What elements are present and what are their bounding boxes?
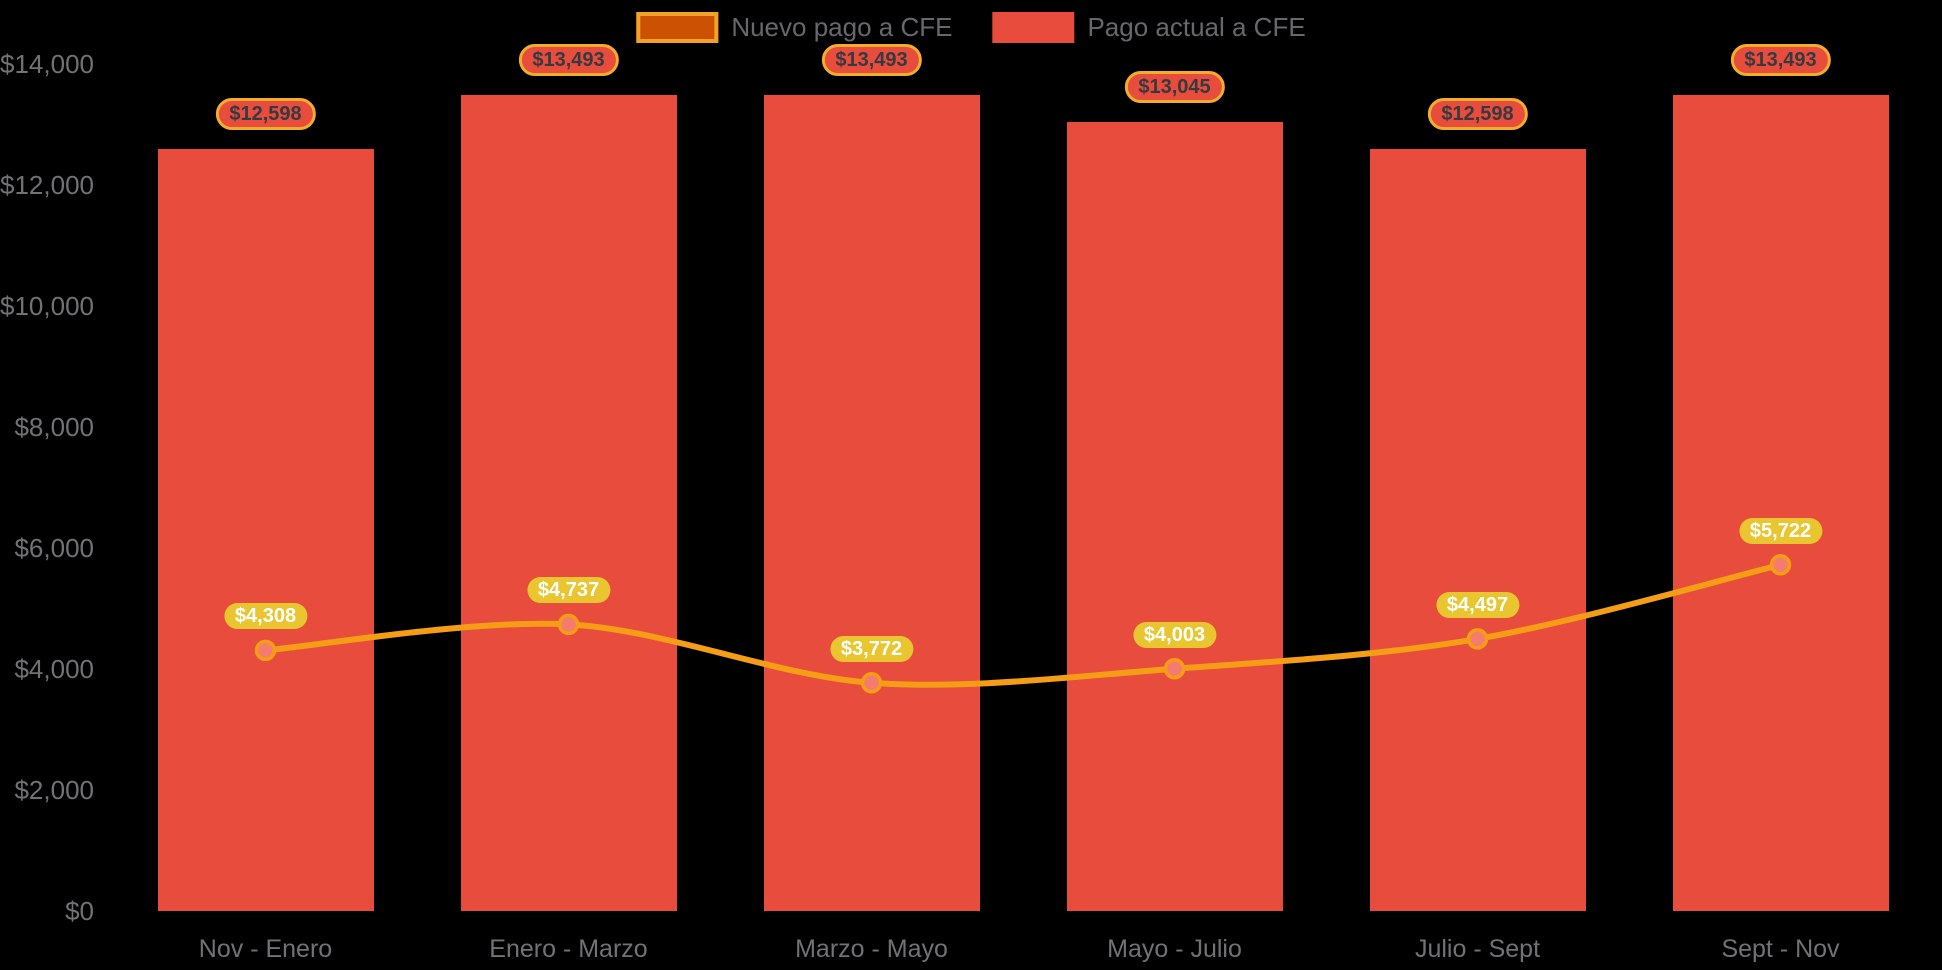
bar-value-badge: $13,493 (821, 43, 922, 76)
x-axis-label: Mayo - Julio (1107, 935, 1242, 963)
line-value-badge: $3,772 (829, 635, 914, 662)
bar-value-badge: $13,045 (1124, 70, 1225, 103)
legend-label-pago-actual: Pago actual a CFE (1087, 12, 1306, 42)
x-axis-label: Julio - Sept (1414, 935, 1541, 963)
line-value-badge: $4,497 (1435, 591, 1520, 618)
bar-pago-actual (1066, 121, 1283, 911)
legend-item-nuevo-pago[interactable]: Nuevo pago a CFE (636, 12, 952, 43)
bar-value-badge: $13,493 (518, 43, 619, 76)
bar-pago-actual (157, 148, 374, 911)
y-axis-label: $14,000 (0, 49, 94, 79)
y-axis-label: $8,000 (14, 412, 94, 442)
y-axis-label: $4,000 (14, 654, 94, 684)
bar-pago-actual (1672, 94, 1889, 911)
line-value-badge: $5,722 (1738, 517, 1823, 544)
bar-pago-actual (460, 94, 677, 911)
x-axis-label: Nov - Enero (198, 935, 333, 963)
line-value-badge: $4,003 (1132, 621, 1217, 648)
line-data-point (1163, 658, 1186, 680)
x-axis-label: Marzo - Mayo (795, 935, 948, 963)
bar-value-badge: $13,493 (1730, 43, 1831, 76)
bar-pago-actual (763, 94, 980, 911)
nuevo-pago-legend-swatch (636, 12, 719, 43)
y-axis-label: $0 (65, 896, 94, 926)
line-data-point (1466, 628, 1489, 650)
pago-actual-legend-swatch (992, 12, 1075, 43)
x-axis-label: Sept - Nov (1721, 935, 1840, 963)
y-axis-label: $10,000 (0, 291, 94, 321)
nuevo-pago-line (265, 561, 1782, 688)
chart-legend: Nuevo pago a CFE Pago actual a CFE (636, 12, 1306, 43)
bar-value-badge: $12,598 (1427, 97, 1528, 130)
line-data-point (254, 639, 277, 662)
line-value-badge: $4,308 (223, 603, 308, 630)
y-axis-label: $12,000 (0, 170, 94, 200)
line-data-point (557, 613, 580, 636)
bar-pago-actual (1369, 148, 1586, 911)
legend-label-nuevo-pago: Nuevo pago a CFE (731, 12, 953, 42)
legend-item-pago-actual[interactable]: Pago actual a CFE (992, 12, 1306, 43)
y-axis-label: $2,000 (14, 775, 94, 805)
bar-value-badge: $12,598 (215, 97, 316, 130)
line-value-badge: $4,737 (526, 577, 611, 604)
line-data-point (1769, 554, 1792, 576)
x-axis-label: Enero - Marzo (489, 935, 648, 963)
y-axis-label: $6,000 (14, 533, 94, 563)
line-data-point (860, 672, 883, 694)
